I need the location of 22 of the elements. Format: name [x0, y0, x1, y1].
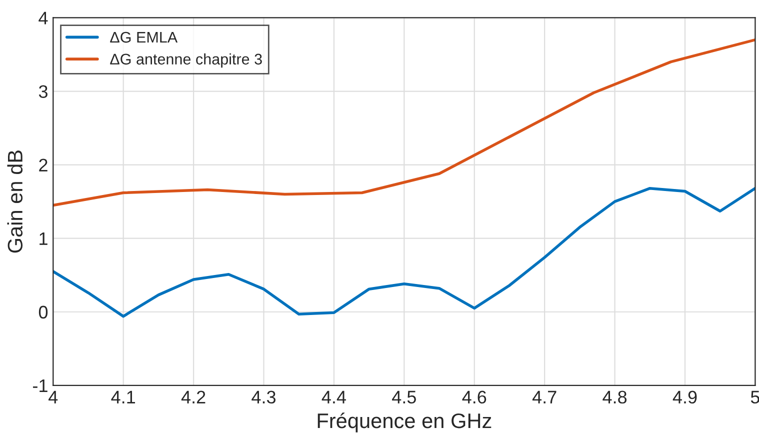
x-tick-label: 4: [48, 390, 58, 404]
y-tick-label: -1: [33, 380, 48, 392]
y-tick-label: 4: [38, 12, 48, 24]
x-tick-label: 4.4: [322, 390, 346, 404]
x-tick-label: 4.7: [532, 390, 556, 404]
y-tick-label: 1: [40, 232, 48, 245]
x-tick-label: 4.6: [462, 390, 486, 404]
line-series: [53, 186, 756, 318]
y-tick-label: 3: [38, 85, 48, 98]
x-axis-title: Fréquence en GHz: [318, 412, 492, 432]
x-tick-label: 4.8: [602, 390, 627, 404]
x-tick-label: 5: [750, 390, 759, 404]
y-tick-label: 0: [38, 306, 48, 319]
x-tick-label: 4.2: [181, 390, 206, 404]
x-tick-label: 4.3: [252, 390, 276, 404]
y-tick-label: 2: [39, 158, 48, 172]
y-axis-title: Gain en dB: [7, 150, 23, 253]
legend-label: ΔG antenne chapitre 3: [110, 53, 262, 68]
x-tick-label: 4.9: [672, 390, 697, 404]
legend-label: ΔG EMLA: [110, 32, 178, 43]
x-tick-label: 4.1: [111, 390, 136, 404]
x-tick-label: 4.5: [392, 390, 416, 404]
